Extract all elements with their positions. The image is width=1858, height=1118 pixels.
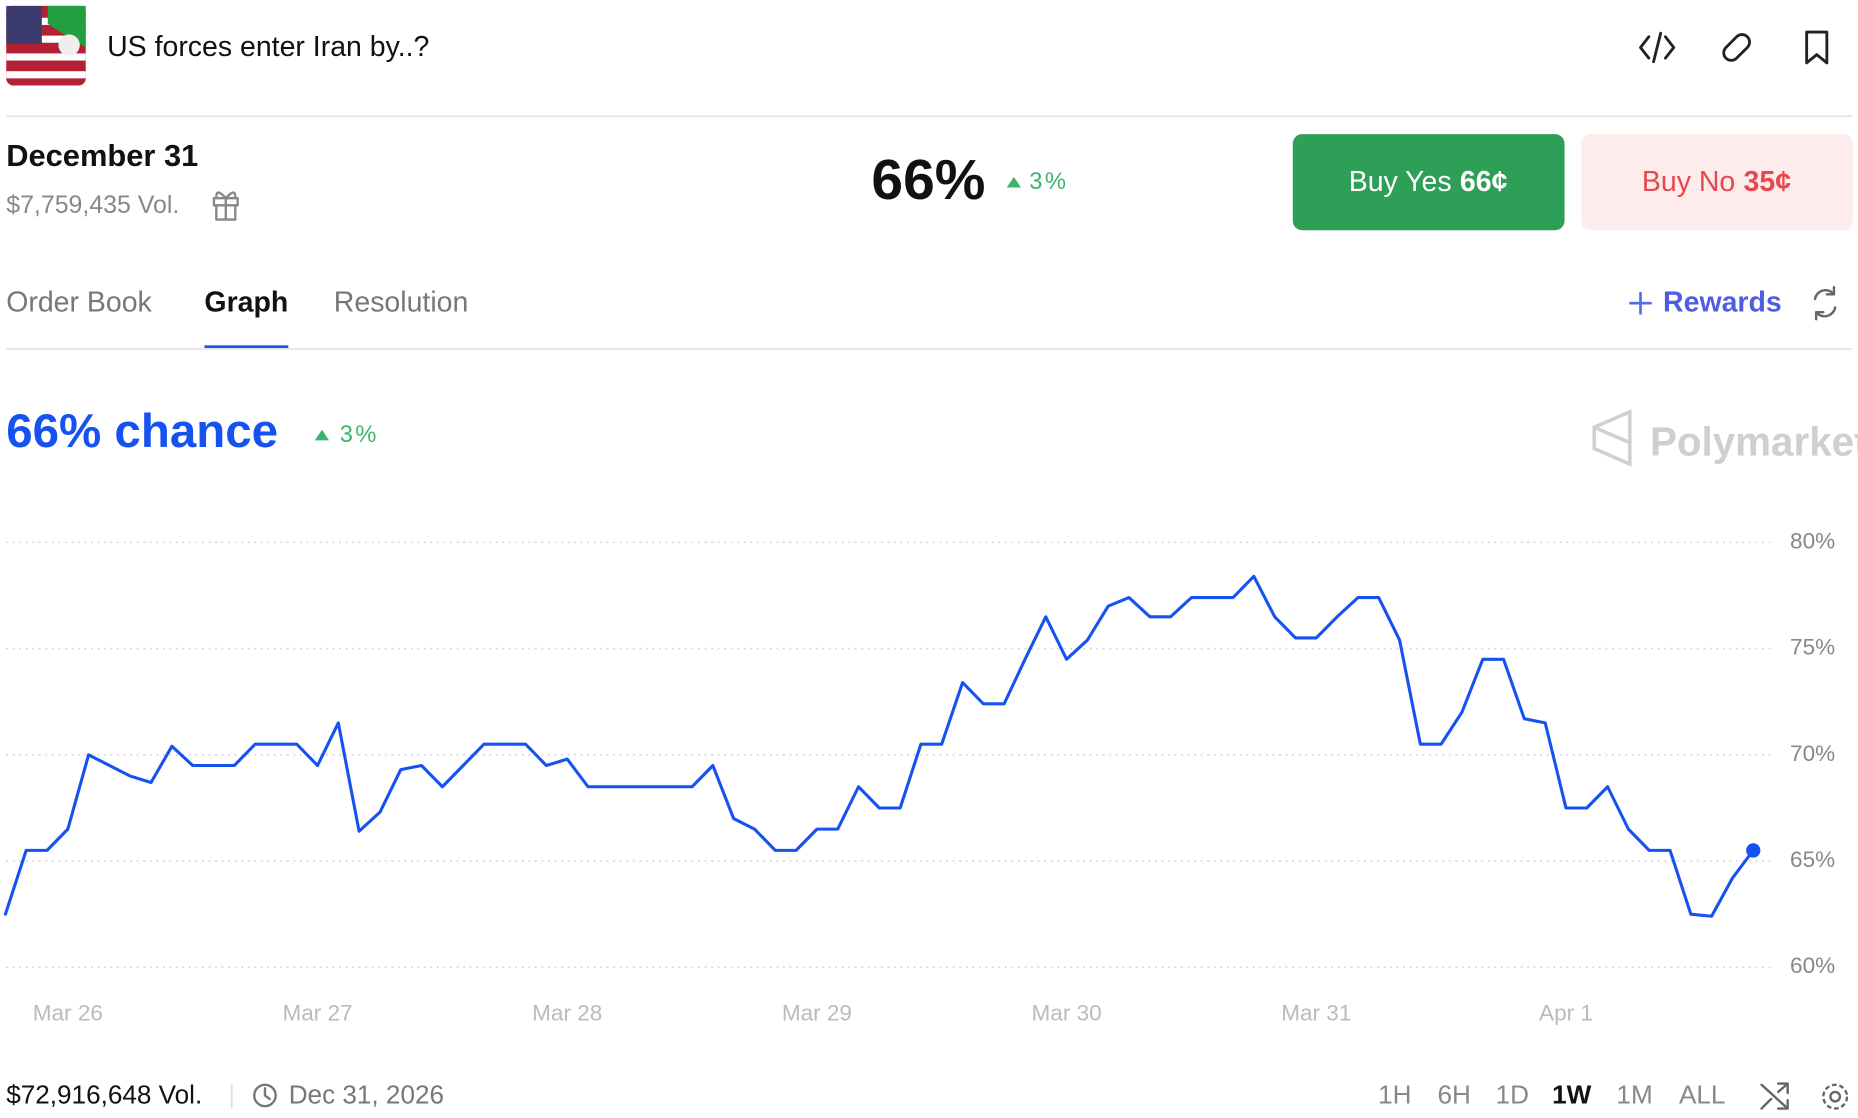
probability: 66% [871,148,985,212]
range-selector: 1H 6H 1D 1W 1M ALL [1378,1080,1725,1110]
x-tick-label: Mar 31 [1281,1001,1351,1026]
market-date: December 31 [6,138,198,173]
range-option[interactable]: 1W [1552,1080,1592,1110]
buy-yes-label: Buy Yes [1349,165,1452,197]
plot: 60% 65% 70% 75% 80% Mar 26 Mar 27 Mar 28 Mar 29 M… [3,528,1835,1026]
y-tick-label: 60% [1790,953,1835,978]
buy-yes-button[interactable]: Buy Yes 66¢ [1292,134,1565,231]
rewards-plus [1629,291,1652,315]
shuffle-button[interactable] [1760,1082,1789,1110]
range-option[interactable]: 1D [1496,1080,1529,1110]
range-option[interactable]: 1H [1378,1080,1411,1110]
y-tick-label: 75% [1790,635,1835,660]
refresh-button[interactable] [1813,286,1837,321]
x-tick-label: Mar 26 [33,1001,103,1026]
y-tick-label: 65% [1790,847,1835,872]
clock-icon [253,1083,277,1108]
current-point [1746,843,1761,858]
market-volume: $7,759,435 Vol. [6,191,179,219]
chart-title: 66% chance [6,405,278,458]
x-tick-label: Mar 27 [282,1001,352,1026]
range-option[interactable]: 1M [1616,1080,1652,1110]
total-volume: $72,916,648 Vol. [6,1080,202,1110]
tab-underline [204,345,289,349]
range-option[interactable]: ALL [1679,1080,1725,1110]
x-tick-label: Mar 30 [1032,1001,1102,1026]
tab-bar: Order Book Graph Resolution [6,286,468,349]
buy-no-price: 35¢ [1744,165,1792,197]
change-arrow [1006,176,1021,188]
y-tick-label: 80% [1790,528,1835,553]
x-tick-label: Apr 1 [1539,1001,1593,1026]
buy-yes-price: 66¢ [1460,165,1508,197]
watermark: Polymarket [1650,419,1858,465]
x-tick-label: Mar 29 [782,1001,852,1026]
tab[interactable]: Resolution [334,286,469,318]
watermark-logo [1592,409,1632,467]
buy-no-label: Buy No [1642,165,1735,197]
market-icon [6,5,86,86]
buy-no-button[interactable]: Buy No 35¢ [1581,134,1853,231]
rewards-link[interactable]: Rewards [1663,286,1782,318]
chart-change: 3% [340,422,379,448]
change-arrow [314,429,330,441]
x-tick-label: Mar 28 [532,1001,602,1026]
embed-button[interactable] [1639,31,1676,64]
bookmark-button[interactable] [1805,30,1829,65]
settings-button[interactable] [1822,1083,1849,1110]
y-tick-label: 70% [1790,741,1835,766]
tab[interactable]: Graph [204,286,288,318]
end-date: Dec 31, 2026 [289,1080,444,1110]
gift-icon[interactable] [212,191,239,221]
range-option[interactable]: 6H [1437,1080,1470,1110]
probability-change: 3% [1029,169,1068,195]
market-title: US forces enter Iran by..? [107,31,429,63]
link-button[interactable] [1722,33,1751,62]
price-line [3,574,1755,918]
tab[interactable]: Order Book [6,286,152,318]
